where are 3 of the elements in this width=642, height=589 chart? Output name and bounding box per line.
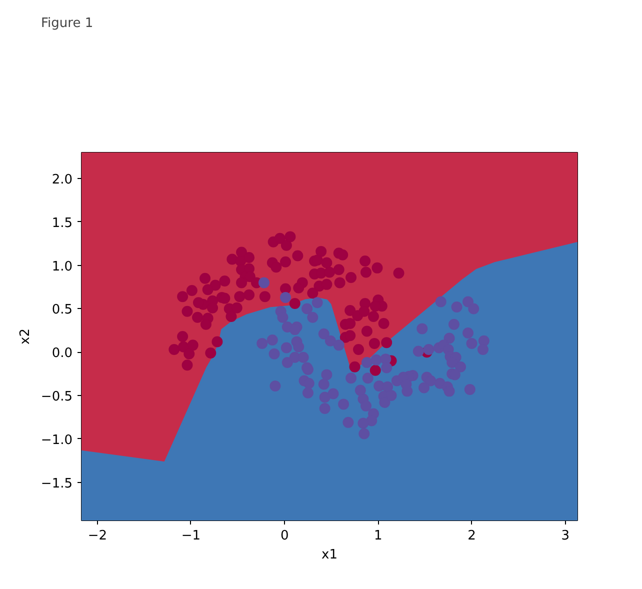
x-tick-label: 2 [468, 528, 476, 544]
x-tick-label: 3 [561, 528, 570, 544]
x-tick-label: 1 [374, 528, 382, 544]
